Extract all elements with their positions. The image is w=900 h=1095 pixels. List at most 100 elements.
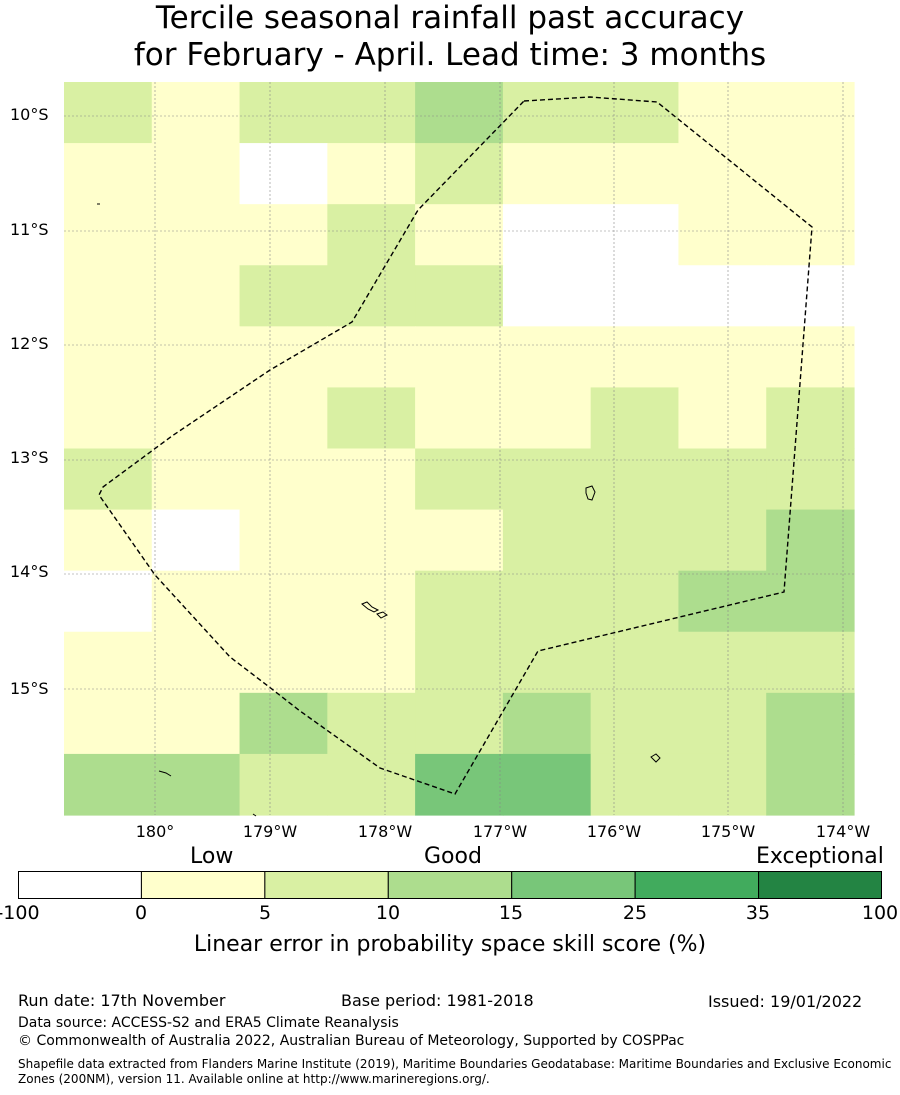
colorbar-swatch (387, 871, 513, 899)
grid-cell (415, 387, 504, 450)
legend-category-exceptional: Exceptional (756, 844, 884, 869)
grid-cell (64, 753, 153, 816)
colorbar-tick-6: 35 (745, 902, 771, 924)
grid-cell (590, 387, 680, 450)
base-period: Base period: 1981-2018 (341, 991, 534, 1010)
grid-cell (590, 631, 680, 694)
island-futuna (361, 601, 380, 613)
colorbar-swatch (511, 871, 636, 899)
grid-cell (64, 570, 153, 633)
grid-cell (502, 570, 592, 633)
grid-cell (502, 143, 592, 205)
grid-cell (678, 448, 767, 511)
lat-label-13s: 13°S (10, 448, 49, 467)
colorbar-title: Linear error in probability space skill … (193, 932, 707, 957)
grid-cell (502, 326, 592, 389)
grid-cell (151, 204, 241, 266)
grid-cell (678, 82, 767, 144)
grid-cell (64, 692, 153, 755)
colorbar-tick-0: -100 (0, 902, 40, 924)
grid-cell (64, 326, 153, 389)
legend-category-low: Low (190, 844, 234, 869)
grid-cell (64, 204, 153, 266)
data-source: Data source: ACCESS-S2 and ERA5 Climate … (18, 1015, 399, 1031)
grid-cell (502, 692, 592, 755)
grid-cell (239, 570, 328, 633)
colorbar (18, 871, 882, 899)
lon-label-174w: 174°W (815, 822, 871, 841)
colorbar-tick-4: 15 (498, 902, 524, 924)
title-line-2: for February - April. Lead time: 3 month… (133, 37, 767, 73)
lon-label-177w: 177°W (472, 822, 528, 841)
grid-cell (590, 265, 680, 327)
grid-cell (327, 326, 416, 389)
grid-cell (678, 509, 767, 572)
grid-cell (327, 448, 416, 511)
grid-cell (502, 387, 592, 450)
legend-category-good: Good (424, 844, 482, 869)
grid-cell (239, 143, 328, 205)
grid-cell (151, 753, 241, 816)
grid-cell (678, 265, 767, 327)
grid-cell (64, 631, 153, 694)
grid-cell (239, 631, 328, 694)
lon-label-175w: 175°W (700, 822, 756, 841)
grid-cell (678, 570, 767, 633)
issued-date: Issued: 19/01/2022 (708, 992, 863, 1011)
colorbar-tick-1: 0 (134, 902, 148, 924)
grid-cell (239, 753, 328, 816)
grid-cell (766, 753, 855, 816)
grid-cell (678, 204, 767, 266)
lat-label-10s: 10°S (10, 105, 49, 124)
reef-bottom (252, 813, 257, 817)
grid-cell (590, 448, 680, 511)
lon-label-178w: 178°W (357, 822, 413, 841)
grid-cell (327, 692, 416, 755)
grid-cell (415, 204, 504, 266)
grid-cell (239, 448, 328, 511)
grid-cell (151, 570, 241, 633)
colorbar-tick-3: 10 (375, 902, 401, 924)
grid-cell (502, 265, 592, 327)
grid-cell (239, 509, 328, 572)
copyright: © Commonwealth of Australia 2022, Austra… (18, 1033, 685, 1049)
grid-cell (766, 631, 855, 694)
lat-label-12s: 12°S (10, 334, 49, 353)
grid-cell (766, 509, 855, 572)
reef-southwest (158, 770, 172, 777)
skill-map (64, 82, 855, 817)
grid-cell (239, 387, 328, 450)
grid-cell (678, 692, 767, 755)
colorbar-swatch (634, 871, 760, 899)
grid-cell (502, 753, 592, 816)
grid-cell (766, 692, 855, 755)
eez-boundary (98, 96, 813, 795)
grid-cell (590, 326, 680, 389)
grid-cell (415, 631, 504, 694)
grid-cell (590, 753, 680, 816)
island-south (650, 753, 661, 763)
grid-cell (239, 82, 328, 144)
grid-cell (415, 265, 504, 327)
grid-cell (590, 509, 680, 572)
grid-cell (502, 631, 592, 694)
grid-cell (415, 692, 504, 755)
grid-cell (415, 326, 504, 389)
grid-cell (590, 82, 680, 144)
grid-cell (415, 753, 504, 816)
grid-cell (64, 143, 153, 205)
grid-cell (239, 265, 328, 327)
grid-cell (151, 631, 241, 694)
island-alofi (376, 611, 388, 619)
run-date: Run date: 17th November (18, 991, 226, 1010)
grid-cell (64, 82, 153, 144)
title-line-1: Tercile seasonal rainfall past accuracy (155, 0, 745, 36)
grid-cell (415, 570, 504, 633)
grid-cell (64, 265, 153, 327)
colorbar-tick-2: 5 (258, 902, 272, 924)
colorbar-swatch (18, 871, 142, 899)
grid-cell (327, 143, 416, 205)
grid-cell (327, 509, 416, 572)
lat-label-15s: 15°S (10, 679, 49, 698)
lon-label-180: 180° (135, 822, 175, 841)
